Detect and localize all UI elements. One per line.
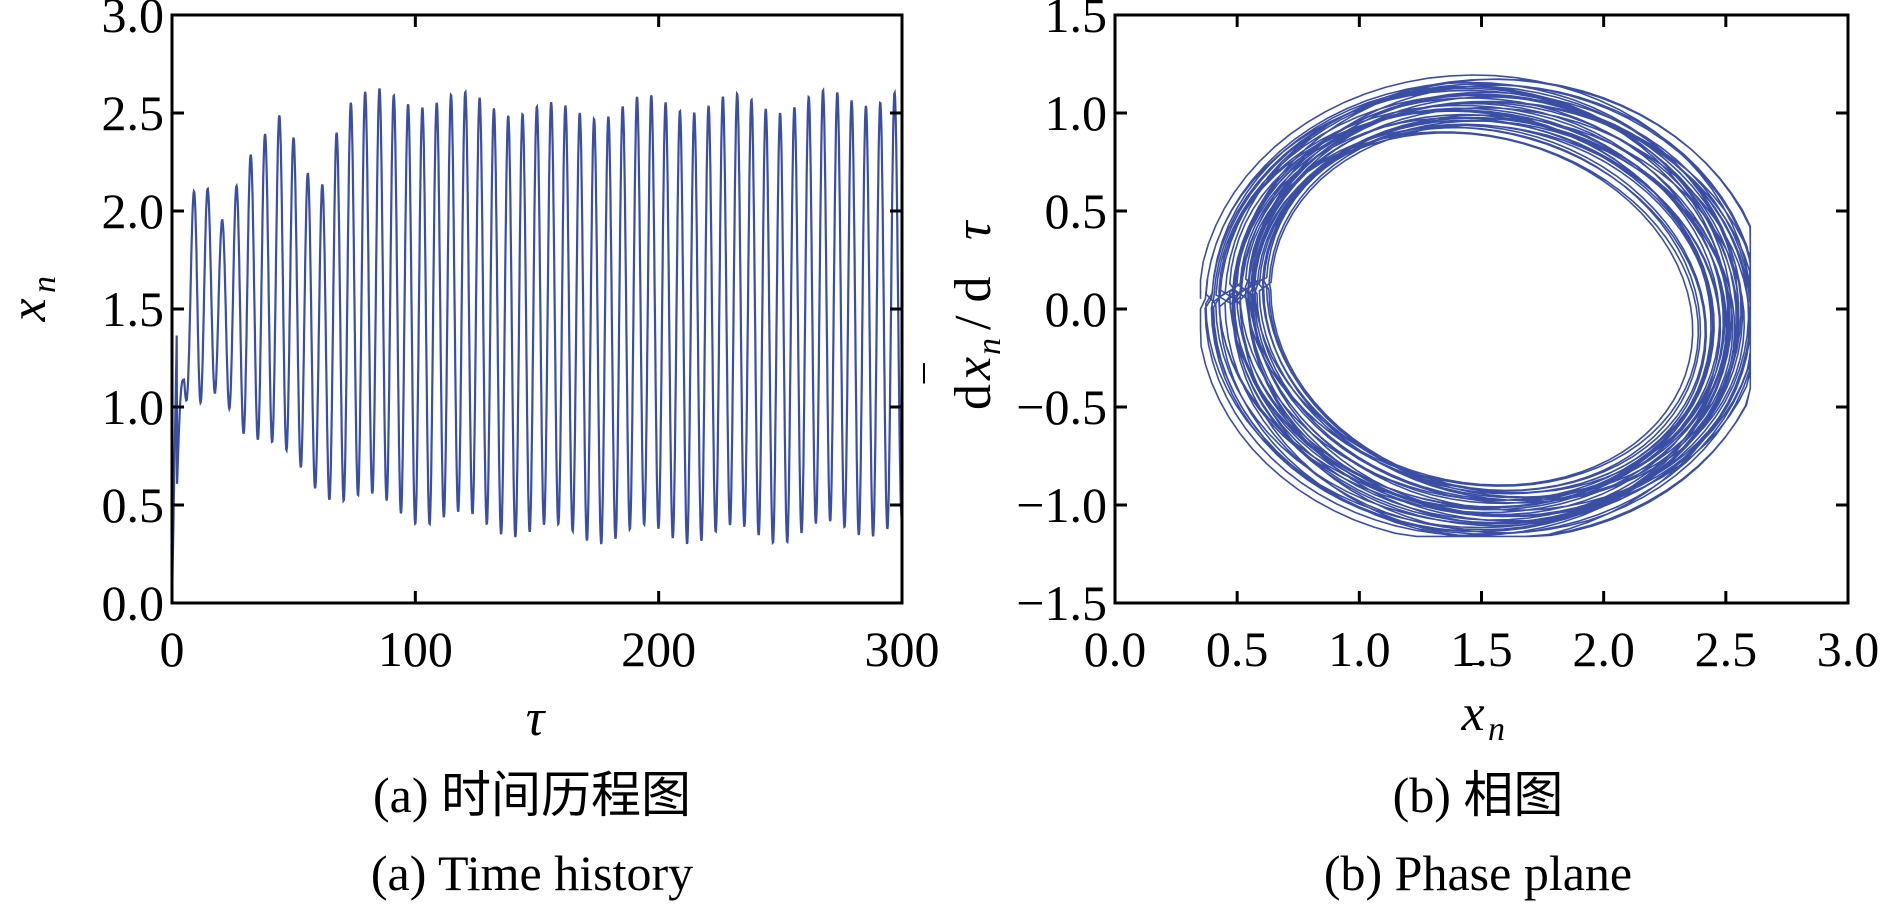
xtick-label: 300 xyxy=(865,621,940,677)
ytick-label: 0.0 xyxy=(1045,281,1108,337)
panel-a: 0.0 0.5 1.0 1.5 2.0 2.5 3.0 0 100 200 300 τ x ‾ n… xyxy=(0,0,940,901)
panel-a-ticks xyxy=(170,13,904,605)
ytick-label: 0.5 xyxy=(1045,183,1108,239)
xtick-label: 0.0 xyxy=(1084,621,1147,677)
xtick-label: 200 xyxy=(621,621,696,677)
panel-b-xtick-labels: 0.0 0.5 1.0 1.5 2.0 2.5 3.0 xyxy=(1084,621,1880,677)
ytick-label: −1.5 xyxy=(1016,575,1107,631)
svg-text:x: x xyxy=(0,298,57,322)
ytick-label: 1.5 xyxy=(1045,0,1108,43)
ytick-label: 1.0 xyxy=(102,379,165,435)
series-line xyxy=(170,87,903,604)
xtick-label: 2.0 xyxy=(1572,621,1635,677)
svg-text:‾: ‾ xyxy=(1462,659,1483,716)
panel-b-caption-en: (b) Phase plane xyxy=(1324,845,1632,901)
svg-text:n: n xyxy=(971,338,1008,355)
panel-a-caption-en: (a) Time history xyxy=(371,845,693,901)
ytick-label: 0.0 xyxy=(102,575,165,631)
xtick-label: 3.0 xyxy=(1817,621,1880,677)
svg-text:/ d: / d xyxy=(945,277,1002,330)
xtick-label: 2.5 xyxy=(1695,621,1758,677)
xtick-label: 1.5 xyxy=(1450,621,1513,677)
series-line xyxy=(1199,74,1752,538)
panel-b-ytick-labels: −1.5 −1.0 −0.5 0.0 0.5 1.0 1.5 xyxy=(1016,0,1107,631)
panel-a-caption-cn: (a) 时间历程图 xyxy=(373,767,691,823)
ytick-label: −1.0 xyxy=(1016,477,1107,533)
svg-text:τ: τ xyxy=(945,219,1002,240)
panel-a-ytick-labels: 0.0 0.5 1.0 1.5 2.0 2.5 3.0 xyxy=(102,0,165,631)
svg-text:‾: ‾ xyxy=(919,363,976,384)
svg-text:n: n xyxy=(1488,711,1505,748)
svg-text:x: x xyxy=(1460,685,1484,742)
xtick-label: 100 xyxy=(378,621,453,677)
panel-b-caption-cn: (b) 相图 xyxy=(1393,767,1564,823)
ytick-label: 3.0 xyxy=(102,0,165,43)
svg-text:d: d xyxy=(945,384,1002,410)
panel-a-frame xyxy=(170,13,904,605)
panel-a-trace xyxy=(170,87,903,604)
panel-b-trace xyxy=(1199,74,1752,538)
ytick-label: 2.0 xyxy=(102,183,165,239)
svg-text:x: x xyxy=(945,357,1002,381)
panel-b: −1.5 −1.0 −0.5 0.0 0.5 1.0 1.5 0.0 0.5 1.0 1.5 2.0… xyxy=(919,0,1879,901)
panel-b-ylabel: d x ‾ n / d τ xyxy=(919,219,1008,410)
ytick-label: 1.5 xyxy=(102,281,165,337)
panel-a-ylabel: x ‾ n xyxy=(0,276,63,326)
ytick-label: 1.0 xyxy=(1045,85,1108,141)
panel-b-ticks xyxy=(1113,13,1850,605)
panel-b-xlabel: x ‾ n xyxy=(1460,659,1505,748)
ytick-label: 2.5 xyxy=(102,85,165,141)
xtick-label: 1.0 xyxy=(1328,621,1391,677)
panel-a-xlabel: τ xyxy=(526,690,547,747)
xtick-label: 0.5 xyxy=(1206,621,1269,677)
svg-text:n: n xyxy=(26,276,63,293)
ytick-label: 0.5 xyxy=(102,477,165,533)
xtick-label: 0 xyxy=(160,621,185,677)
panel-a-xtick-labels: 0 100 200 300 xyxy=(160,621,940,677)
ytick-label: −0.5 xyxy=(1016,379,1107,435)
svg-text:‾: ‾ xyxy=(0,305,37,326)
